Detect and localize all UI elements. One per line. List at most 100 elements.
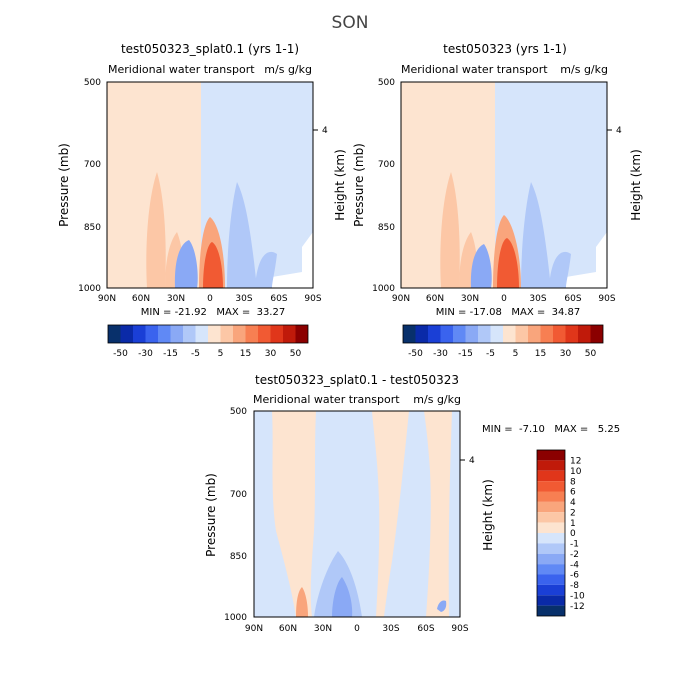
panel-units: m/s g/kg: [560, 63, 608, 76]
colorbar-label: -1: [570, 540, 579, 550]
colorbar-swatch: [515, 325, 528, 343]
y-axis-label-right: Height (km): [629, 149, 643, 220]
panel-1: test050323_splat0.1 (yrs 1-1) Meridional…: [57, 42, 347, 359]
colorbar-label: -15: [163, 349, 178, 359]
colorbar-swatch: [453, 325, 466, 343]
colorbar-swatch: [537, 470, 565, 482]
neg-core-15n: [470, 244, 492, 288]
colorbar-label: -30: [138, 349, 153, 359]
colorbar-label: -50: [408, 349, 423, 359]
xtick-label: 60S: [417, 624, 434, 634]
ytick-label: 700: [230, 490, 247, 500]
xtick-label: 90S: [451, 624, 468, 634]
colorbar-frame: [402, 324, 604, 344]
colorbar-label: -10: [570, 591, 585, 601]
plot-frame: [106, 81, 314, 289]
colorbar-swatch: [537, 543, 565, 554]
colorbar-swatch: [537, 450, 565, 461]
colorbar-swatch: [283, 325, 296, 343]
colorbar-label: -30: [433, 349, 448, 359]
pos-lobe-45n: [296, 587, 308, 617]
colorbar-label: 30: [560, 349, 572, 359]
figure-title: SON: [332, 13, 369, 33]
colorbar-label: 0: [570, 529, 576, 539]
colorbar-swatch: [258, 325, 271, 343]
colorbar-label: -5: [486, 349, 495, 359]
plot-area: [254, 411, 460, 617]
colorbar-label: -50: [113, 349, 128, 359]
colorbar-swatch: [403, 325, 416, 343]
panel-units: m/s g/kg: [264, 63, 312, 76]
colorbar-label: 5: [218, 349, 224, 359]
pos-lobe-60n: [146, 172, 166, 288]
colorbar-swatch: [183, 325, 196, 343]
panel-3: test050323_splat0.1 - test050323 Meridio…: [204, 373, 620, 634]
colorbar-label: 1: [570, 519, 576, 529]
colorbar-swatch: [537, 605, 565, 616]
plot-area: [401, 82, 607, 288]
ytick-label: 700: [378, 160, 395, 170]
colorbar-swatch: [158, 325, 171, 343]
colorbar-label: -4: [570, 560, 579, 570]
panel-title: test050323_splat0.1 (yrs 1-1): [121, 42, 299, 56]
ytick-label: 700: [84, 160, 101, 170]
colorbar-swatch: [537, 522, 565, 533]
min-max-stats: MIN = -21.92 MAX = 33.27: [141, 307, 285, 318]
xtick-label: 60S: [564, 294, 581, 304]
pos-max-equator: [497, 238, 519, 288]
colorbar-frame: [107, 324, 309, 344]
ytick-label: 850: [378, 223, 395, 233]
ytick-label: 1000: [224, 613, 247, 623]
xtick-label: 90N: [245, 624, 263, 634]
colorbar-label: -6: [570, 571, 579, 581]
colorbar-label: -5: [191, 349, 200, 359]
pos-lobe-60n: [440, 172, 460, 288]
ytick-label: 850: [230, 552, 247, 562]
colorbar-swatch: [145, 325, 158, 343]
ytick-label: 500: [84, 78, 101, 88]
pos-band-5s: [372, 411, 409, 617]
panel-title: test050323 (yrs 1-1): [443, 42, 567, 56]
colorbar-swatch: [415, 325, 428, 343]
xtick-label: 30N: [314, 624, 332, 634]
colorbar-swatch: [565, 325, 578, 343]
neg-core-15n: [174, 240, 198, 288]
xtick-label: 0: [207, 294, 213, 304]
xtick-label: 90N: [98, 294, 116, 304]
neg-region-south: [495, 82, 607, 288]
ytick-label: 1000: [372, 284, 395, 294]
colorbar-label: 12: [570, 457, 581, 467]
colorbar-swatch: [295, 325, 308, 343]
colorbar-swatch: [133, 325, 146, 343]
plot-area: [107, 82, 313, 288]
ytick-label: 500: [378, 78, 395, 88]
xtick-label: 90N: [392, 294, 410, 304]
colorbar-label: 6: [570, 488, 576, 498]
pos-band-75s: [424, 411, 452, 617]
colorbar-label: 2: [570, 508, 576, 518]
plot-frame: [400, 81, 608, 289]
xtick-label: 0: [354, 624, 360, 634]
colorbar-swatch: [428, 325, 441, 343]
colorbar: -50 -30 -15 -5 5 15 30 50: [107, 324, 309, 359]
colorbar-swatch: [537, 512, 565, 523]
xtick-label: 90S: [304, 294, 321, 304]
colorbar-swatch: [590, 325, 603, 343]
ytick-label: 500: [230, 407, 247, 417]
y-axis-label-right: Height (km): [481, 479, 495, 550]
panel-units: m/s g/kg: [413, 393, 461, 406]
neg-spot-80s: [437, 600, 447, 612]
colorbar-swatch: [120, 325, 133, 343]
colorbar-label: 50: [290, 349, 302, 359]
colorbar-label: 30: [265, 349, 277, 359]
colorbar-label: -15: [458, 349, 473, 359]
colorbar-swatch: [465, 325, 478, 343]
xtick-label: 60N: [426, 294, 444, 304]
xtick-label: 60N: [279, 624, 297, 634]
y-axis-label: Pressure (mb): [204, 473, 218, 557]
colorbar-swatch: [537, 574, 565, 585]
neg-core-25n: [332, 577, 353, 617]
ytick-right-label: 4: [322, 126, 328, 136]
